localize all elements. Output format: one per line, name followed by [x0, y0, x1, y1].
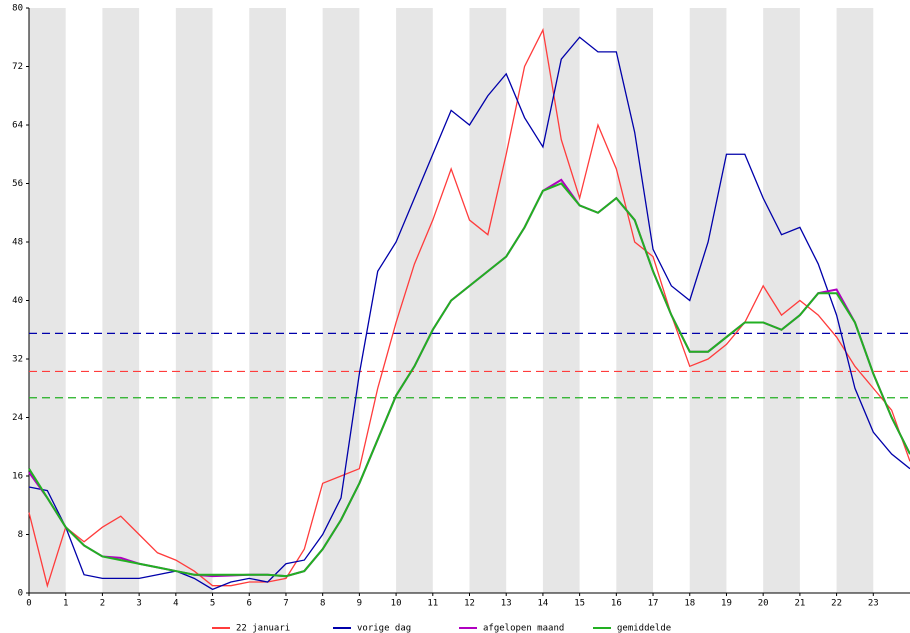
legend-label: vorige dag — [357, 624, 411, 633]
x-tick-label: 1 — [63, 599, 68, 609]
x-tick-label: 4 — [173, 599, 178, 609]
x-tick-label: 20 — [758, 599, 769, 609]
y-tick-label: 24 — [12, 413, 23, 423]
hour-band — [102, 8, 140, 593]
x-tick-label: 13 — [501, 599, 512, 609]
x-tick-label: 18 — [684, 599, 695, 609]
x-tick-label: 11 — [427, 599, 438, 609]
y-tick-label: 80 — [12, 4, 23, 14]
x-tick-label: 9 — [357, 599, 362, 609]
y-tick-label: 0 — [18, 589, 23, 599]
x-tick-label: 5 — [210, 599, 215, 609]
x-tick-label: 22 — [831, 599, 842, 609]
y-tick-label: 40 — [12, 296, 23, 306]
hour-band — [763, 8, 800, 593]
hour-band — [322, 8, 360, 593]
series-line — [28, 182, 910, 578]
x-tick-label: 19 — [721, 599, 732, 609]
y-tick-label: 72 — [12, 62, 23, 72]
x-tick-label: 14 — [537, 599, 548, 609]
x-tick-label: 15 — [574, 599, 585, 609]
x-tick-label: 3 — [136, 599, 141, 609]
legend-label: 22 januari — [236, 624, 290, 633]
legend-label: afgelopen maand — [483, 624, 564, 633]
hour-band — [29, 8, 66, 593]
hour-band — [689, 8, 727, 593]
x-tick-label: 7 — [283, 599, 288, 609]
hour-band — [249, 8, 286, 593]
x-tick-label: 12 — [464, 599, 475, 609]
y-tick-label: 64 — [12, 121, 23, 131]
hour-band — [542, 8, 580, 593]
x-tick-label: 8 — [320, 599, 325, 609]
hour-band — [175, 8, 213, 593]
x-tick-label: 10 — [391, 599, 402, 609]
hour-band — [396, 8, 433, 593]
x-tick-label: 6 — [247, 599, 252, 609]
y-tick-label: 16 — [12, 472, 23, 482]
x-tick-label: 2 — [100, 599, 105, 609]
x-tick-label: 17 — [648, 599, 659, 609]
y-tick-label: 56 — [12, 179, 23, 189]
x-tick-label: 0 — [26, 599, 31, 609]
y-tick-label: 48 — [12, 238, 23, 248]
hour-band — [616, 8, 654, 593]
y-tick-label: 32 — [12, 355, 23, 365]
x-tick-label: 23 — [868, 599, 879, 609]
hour-band — [469, 8, 507, 593]
legend-label: gemiddelde — [617, 624, 671, 633]
y-tick-label: 8 — [18, 530, 23, 540]
x-tick-label: 16 — [611, 599, 622, 609]
series-line — [28, 27, 910, 589]
x-tick-label: 21 — [794, 599, 805, 609]
